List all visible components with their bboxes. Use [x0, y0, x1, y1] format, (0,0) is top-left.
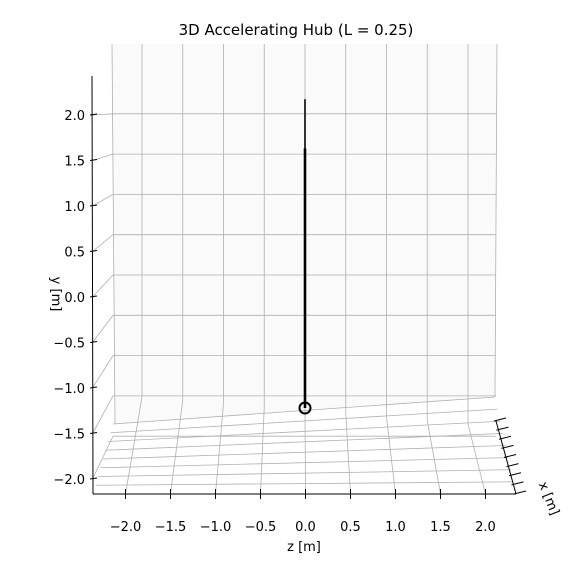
depth-tick-mark: [503, 454, 517, 458]
x-axis-ticks: −2.0 −1.5 −1.0 −0.5 0.0 0.5 1.0 1.5 2.0: [110, 489, 496, 535]
y-tick-mark: [89, 295, 98, 298]
side-grid-line: [92, 355, 114, 389]
y-tick-label: 1.0: [64, 200, 85, 215]
z-axis-ticks: [493, 417, 527, 495]
floor-depth-line: [467, 423, 486, 495]
y-axis-label: y [m]: [48, 277, 63, 312]
z-axis-label: x [m]: [535, 480, 562, 518]
floor-depth-line: [426, 420, 441, 495]
depth-tick-mark: [511, 481, 524, 486]
floor-depth-line: [260, 407, 265, 495]
y-tick-mark: [89, 113, 98, 116]
x-tick-label: 0.0: [295, 520, 316, 535]
x-tick-label: −1.0: [200, 520, 232, 535]
floor-depth-line: [215, 403, 224, 495]
grid-line-back-left: [111, 43, 116, 425]
y-tick-label: −1.5: [53, 428, 85, 443]
y-tick-label: −0.5: [53, 337, 85, 352]
floor-depth-line: [304, 410, 306, 495]
depth-tick-mark: [493, 417, 507, 422]
floor-grid-line: [97, 469, 511, 477]
x-tick-label: −1.5: [155, 520, 187, 535]
y-tick-label: −2.0: [53, 473, 85, 488]
y-tick-mark: [89, 204, 98, 207]
floor-grid-line: [102, 445, 506, 460]
y-tick-mark: [89, 477, 98, 480]
grid-lines: [111, 43, 498, 437]
depth-tick-mark: [508, 472, 522, 477]
floor-grid-line: [110, 408, 498, 434]
x-axis-label: z [m]: [287, 540, 321, 555]
side-grid-line: [92, 395, 114, 434]
floor-depth-line: [125, 396, 143, 495]
y-tick-mark: [89, 159, 98, 161]
y-tick-mark: [89, 341, 98, 343]
depth-tick-mark: [506, 463, 519, 468]
x-tick-label: 1.5: [430, 520, 451, 535]
floor-grid-line: [107, 420, 501, 442]
x-tick-label: 2.0: [475, 520, 496, 535]
x-tick-label: −2.0: [110, 520, 142, 535]
depth-tick-mark: [501, 444, 514, 449]
side-grid-line: [92, 234, 114, 252]
x-tick-label: 1.0: [385, 520, 406, 535]
side-grid-line: [92, 436, 114, 480]
x-tick-label: −0.5: [245, 520, 277, 535]
chart-title: 3D Accelerating Hub (L = 0.25): [179, 21, 414, 39]
hub-marker: [298, 401, 312, 415]
depth-tick-mark: [496, 426, 509, 431]
floor-depth-line: [170, 400, 184, 495]
depth-tick-mark: [513, 490, 527, 495]
side-grid-line: [92, 274, 114, 298]
floor-grid-line: [100, 457, 509, 469]
side-grid-line: [92, 194, 114, 207]
depth-tick-mark: [498, 435, 512, 440]
floor-grid-line: [112, 396, 496, 425]
floor-depth-line: [386, 417, 396, 495]
y-tick-label: −1.0: [53, 382, 85, 397]
y-tick-label: 0.5: [64, 246, 85, 261]
series-layer: [298, 99, 312, 415]
y-tick-label: 1.5: [64, 155, 85, 170]
side-grid-line: [92, 315, 114, 343]
y-tick-mark: [89, 432, 98, 434]
y-axis-ticks: −2.0 −1.5 −1.0 −0.5 0.0 0.5 1.0 1.5 2.0: [53, 109, 98, 488]
y-tick-label: 0.0: [64, 291, 85, 306]
side-grid-line: [92, 113, 114, 116]
y-tick-label: 2.0: [64, 109, 85, 124]
floor-depth-line: [345, 413, 351, 495]
x-tick-label: 0.5: [340, 520, 361, 535]
floor-grid-line: [105, 432, 503, 451]
floor-grid-line: [95, 481, 514, 486]
y-tick-mark: [89, 386, 98, 389]
grid-line-back-right: [494, 43, 498, 398]
y-tick-mark: [89, 250, 98, 252]
